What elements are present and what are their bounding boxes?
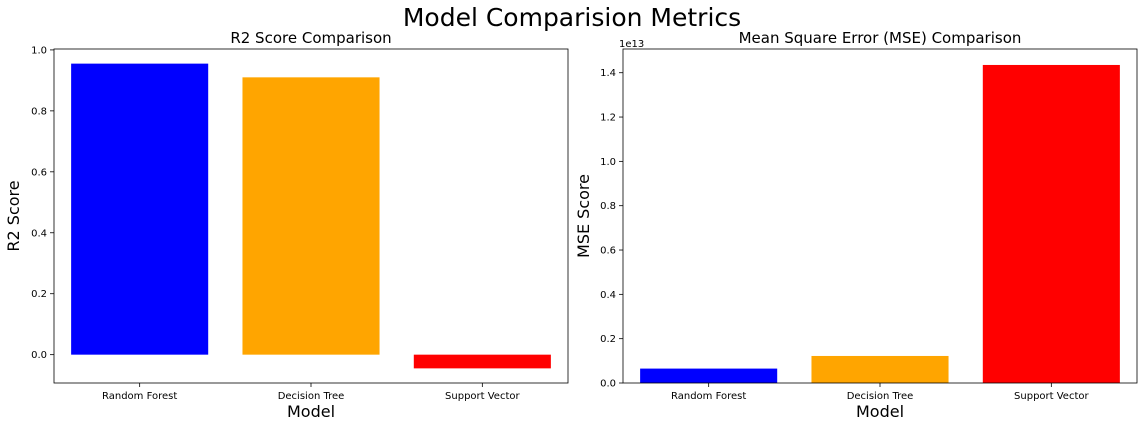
y-tick-label: 0.8 xyxy=(31,106,47,117)
x-tick-label: Support Vector xyxy=(1014,391,1089,402)
bar-2 xyxy=(242,77,380,355)
bar-3 xyxy=(982,64,1120,384)
y-tick-label: 0.2 xyxy=(31,289,47,300)
figure-title: Model Comparision Metrics xyxy=(403,3,741,32)
x-tick-label: Decision Tree xyxy=(278,391,345,402)
x-axis-label: Model xyxy=(287,402,335,421)
bar-3 xyxy=(413,354,551,369)
y-tick-label: 0.0 xyxy=(31,350,47,361)
y-tick-label: 0.6 xyxy=(600,246,616,257)
y-tick-label: 0.8 xyxy=(600,201,616,212)
y-axis-offset-label: 1e13 xyxy=(619,39,644,50)
x-axis-label: Model xyxy=(856,402,904,421)
y-tick-label: 1.2 xyxy=(600,113,616,124)
axes-frame xyxy=(622,48,1138,384)
chart-panel-1: Random Forest Decision Tree Support Vector… xyxy=(4,29,569,421)
y-axis-label: R2 Score xyxy=(4,180,23,251)
y-tick-label: 0.2 xyxy=(600,334,616,345)
x-tick-label: Support Vector xyxy=(445,391,520,402)
y-tick-label: 1.0 xyxy=(600,157,616,168)
y-axis-label: MSE Score xyxy=(574,174,593,258)
bar-1 xyxy=(640,368,778,383)
x-tick-label: Random Forest xyxy=(102,391,177,402)
y-tick-label: 0.4 xyxy=(31,228,47,239)
x-tick-label: Decision Tree xyxy=(847,391,914,402)
y-tick-label: 1.0 xyxy=(31,45,47,56)
bar-1 xyxy=(71,63,209,355)
y-tick-label: 0.6 xyxy=(31,167,47,178)
y-tick-label: 0.4 xyxy=(600,290,616,301)
chart-title: Mean Square Error (MSE) Comparison xyxy=(739,29,1022,47)
chart-title: R2 Score Comparison xyxy=(230,29,391,47)
x-tick-label: Random Forest xyxy=(671,391,746,402)
bar-2 xyxy=(811,355,949,383)
chart-panel-2: Random Forest Decision Tree Support Vector… xyxy=(574,29,1138,421)
y-tick-label: 1.4 xyxy=(600,68,616,79)
y-tick-label: 0.0 xyxy=(600,379,616,390)
axes-frame xyxy=(53,48,569,384)
